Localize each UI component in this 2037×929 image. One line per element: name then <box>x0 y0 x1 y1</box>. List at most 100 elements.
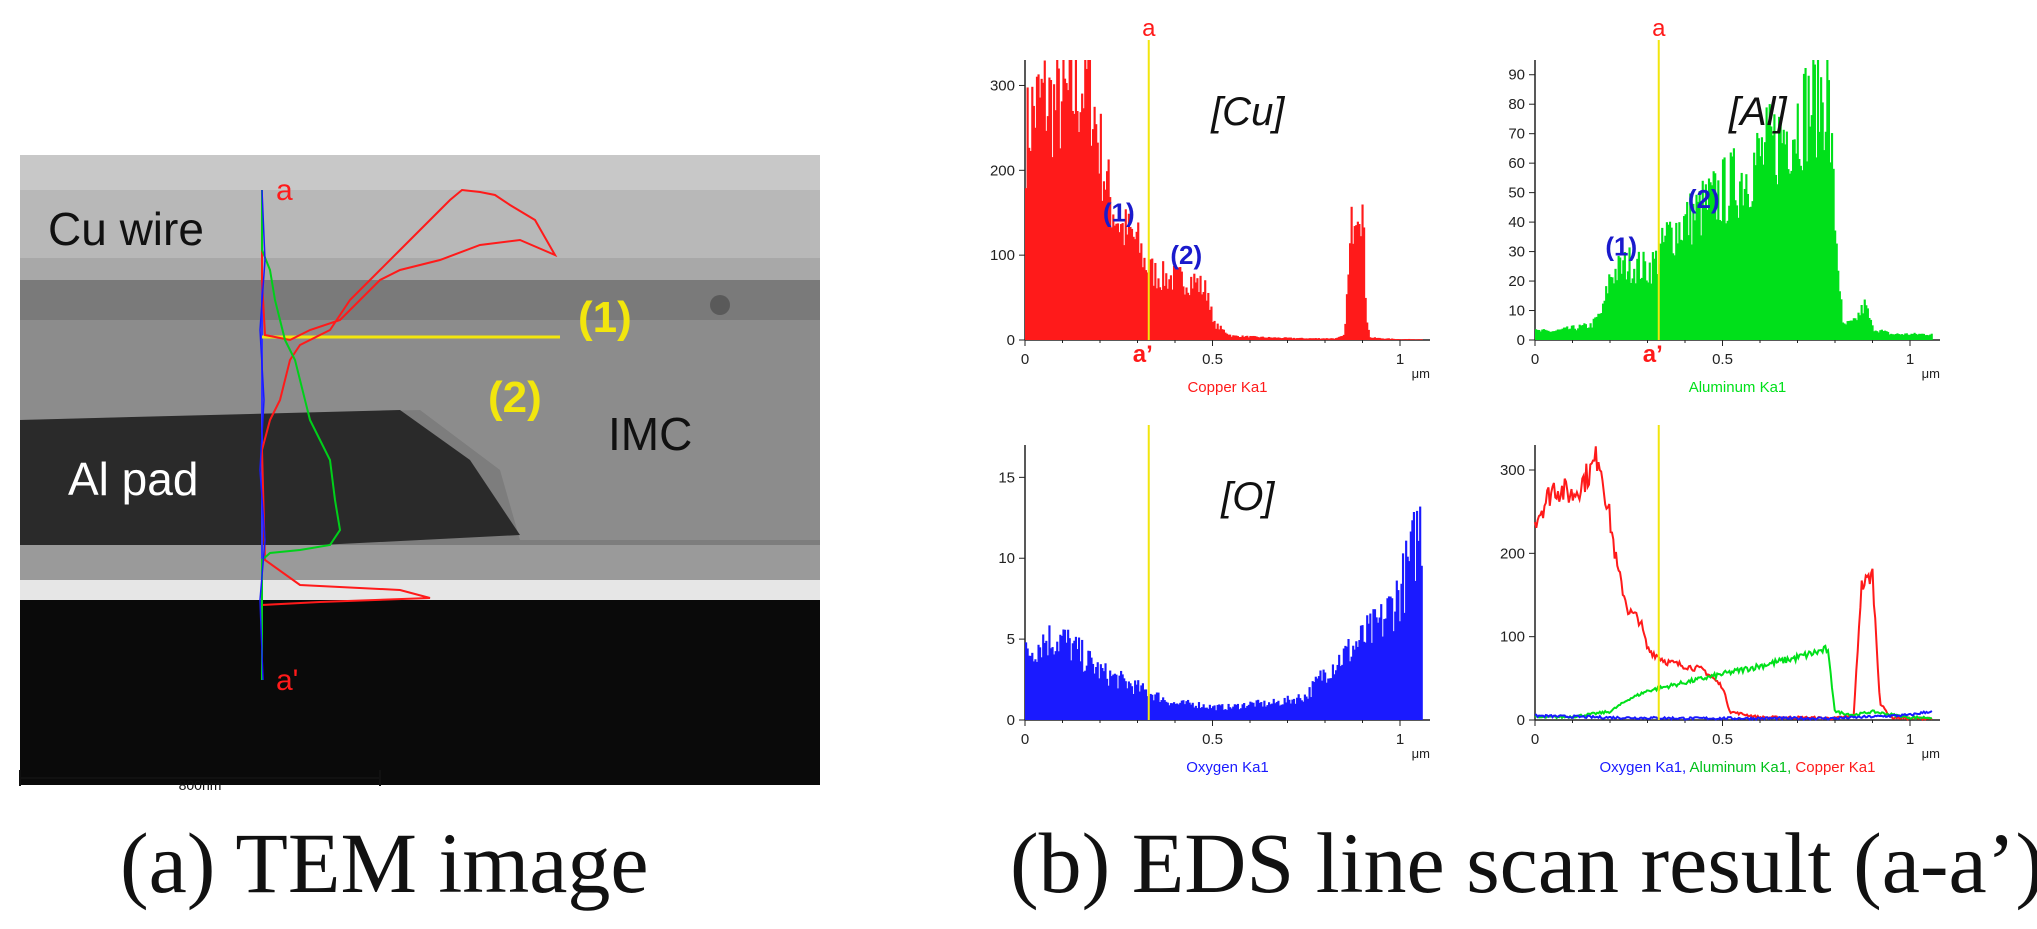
al-bar <box>1616 280 1619 340</box>
al-bar <box>1625 279 1628 340</box>
al-bar <box>1676 243 1679 340</box>
cu-bar <box>1115 223 1118 340</box>
o-bar <box>1070 660 1073 720</box>
o-bar <box>1241 704 1244 720</box>
cu-bar <box>1328 338 1331 340</box>
cu-bar <box>1286 337 1289 340</box>
o-bar <box>1062 629 1065 720</box>
o-bar <box>1060 635 1063 720</box>
al-bar <box>1573 328 1577 340</box>
cu-bar <box>1059 148 1062 340</box>
o-bar <box>1120 670 1123 720</box>
o-x-tick-label: 1 <box>1396 731 1404 748</box>
al-bar <box>1580 325 1583 340</box>
al-bar <box>1762 164 1765 340</box>
cu-bar <box>1420 339 1423 340</box>
o-bar <box>1123 678 1126 720</box>
cu-bar <box>1239 336 1243 340</box>
cu-bar <box>1263 337 1266 340</box>
tem-o-profile <box>259 189 266 681</box>
cu-bar <box>1176 267 1179 340</box>
o-bar <box>1140 685 1143 720</box>
o-bar <box>1232 706 1235 720</box>
al-bar <box>1890 333 1893 340</box>
al-bar <box>1566 326 1569 340</box>
o-bar <box>1306 698 1310 720</box>
al-bar <box>1763 142 1767 340</box>
al-bar <box>1563 327 1566 340</box>
tem-cu-profile <box>260 188 558 680</box>
al-bar <box>1547 330 1550 340</box>
cu-bar <box>1317 338 1321 340</box>
cu-bar <box>1068 60 1071 340</box>
o-bar <box>1193 707 1196 720</box>
al-bar <box>1830 133 1834 340</box>
o-bar <box>1420 565 1423 720</box>
o-bar <box>1177 704 1180 720</box>
al-bar <box>1756 132 1759 340</box>
tem-label-region-1: (1) <box>578 293 632 342</box>
al-bar <box>1648 262 1651 340</box>
all-y-tick-label: 100 <box>1500 629 1525 646</box>
o-bar <box>1325 682 1328 720</box>
cu-bar <box>1377 337 1380 340</box>
cu-bar <box>1081 93 1084 340</box>
cu-bar <box>1213 320 1216 340</box>
cu-bar <box>1320 338 1324 340</box>
o-bar <box>1280 704 1283 720</box>
cu-x-tick-label: 0.5 <box>1202 351 1223 368</box>
al-bar <box>1617 255 1620 340</box>
al-bar <box>1536 329 1539 340</box>
o-bar <box>1317 676 1321 720</box>
cu-bar <box>1383 338 1386 340</box>
cu-annotation-1: (1) <box>1103 198 1135 228</box>
al-bar <box>1695 194 1698 340</box>
al-bar <box>1855 320 1859 340</box>
al-bar <box>1880 329 1883 340</box>
o-bar <box>1367 623 1370 720</box>
al-bar <box>1820 77 1823 341</box>
cu-bar <box>1400 339 1403 340</box>
o-bar <box>1401 553 1405 720</box>
al-bar <box>1916 334 1919 340</box>
cu-bar <box>1123 245 1126 340</box>
o-bar <box>1049 648 1053 720</box>
o-bar <box>1039 647 1042 720</box>
al-bar <box>1591 327 1594 340</box>
cu-bar <box>1205 300 1208 340</box>
al-bar <box>1827 80 1831 340</box>
o-bar <box>1310 697 1313 720</box>
all-x-tick-label: 0 <box>1531 731 1539 748</box>
al-bar <box>1586 327 1589 340</box>
o-bar <box>1130 686 1134 720</box>
tem-label-cu-wire: Cu wire <box>48 203 204 255</box>
cu-bar <box>1073 113 1076 340</box>
cu-bar <box>1313 338 1316 340</box>
al-bar <box>1581 325 1584 340</box>
cu-bar <box>1395 339 1398 340</box>
al-bar <box>1570 325 1573 340</box>
al-bar <box>1776 184 1779 340</box>
o-bar <box>1342 648 1345 720</box>
cu-bar <box>1299 337 1302 340</box>
tem-label-imc: IMC <box>608 408 692 460</box>
al-bar <box>1849 320 1852 340</box>
o-bar <box>1263 700 1266 720</box>
al-bar <box>1785 131 1788 340</box>
al-bar <box>1637 251 1640 340</box>
al-bar <box>1918 333 1921 340</box>
o-bar <box>1331 664 1335 720</box>
cu-bar <box>1409 339 1412 340</box>
o-bar <box>1384 618 1387 720</box>
al-bar <box>1922 333 1926 340</box>
o-bar <box>1056 641 1059 720</box>
o-bar <box>1067 629 1070 720</box>
al-bar <box>1726 220 1729 340</box>
cu-bar <box>1158 287 1162 340</box>
al-bar <box>1807 75 1810 340</box>
o-bar <box>1386 598 1389 720</box>
o-bar <box>1261 706 1264 720</box>
o-bar <box>1059 634 1062 720</box>
al-bar <box>1620 273 1623 340</box>
cu-bar <box>1274 337 1277 340</box>
